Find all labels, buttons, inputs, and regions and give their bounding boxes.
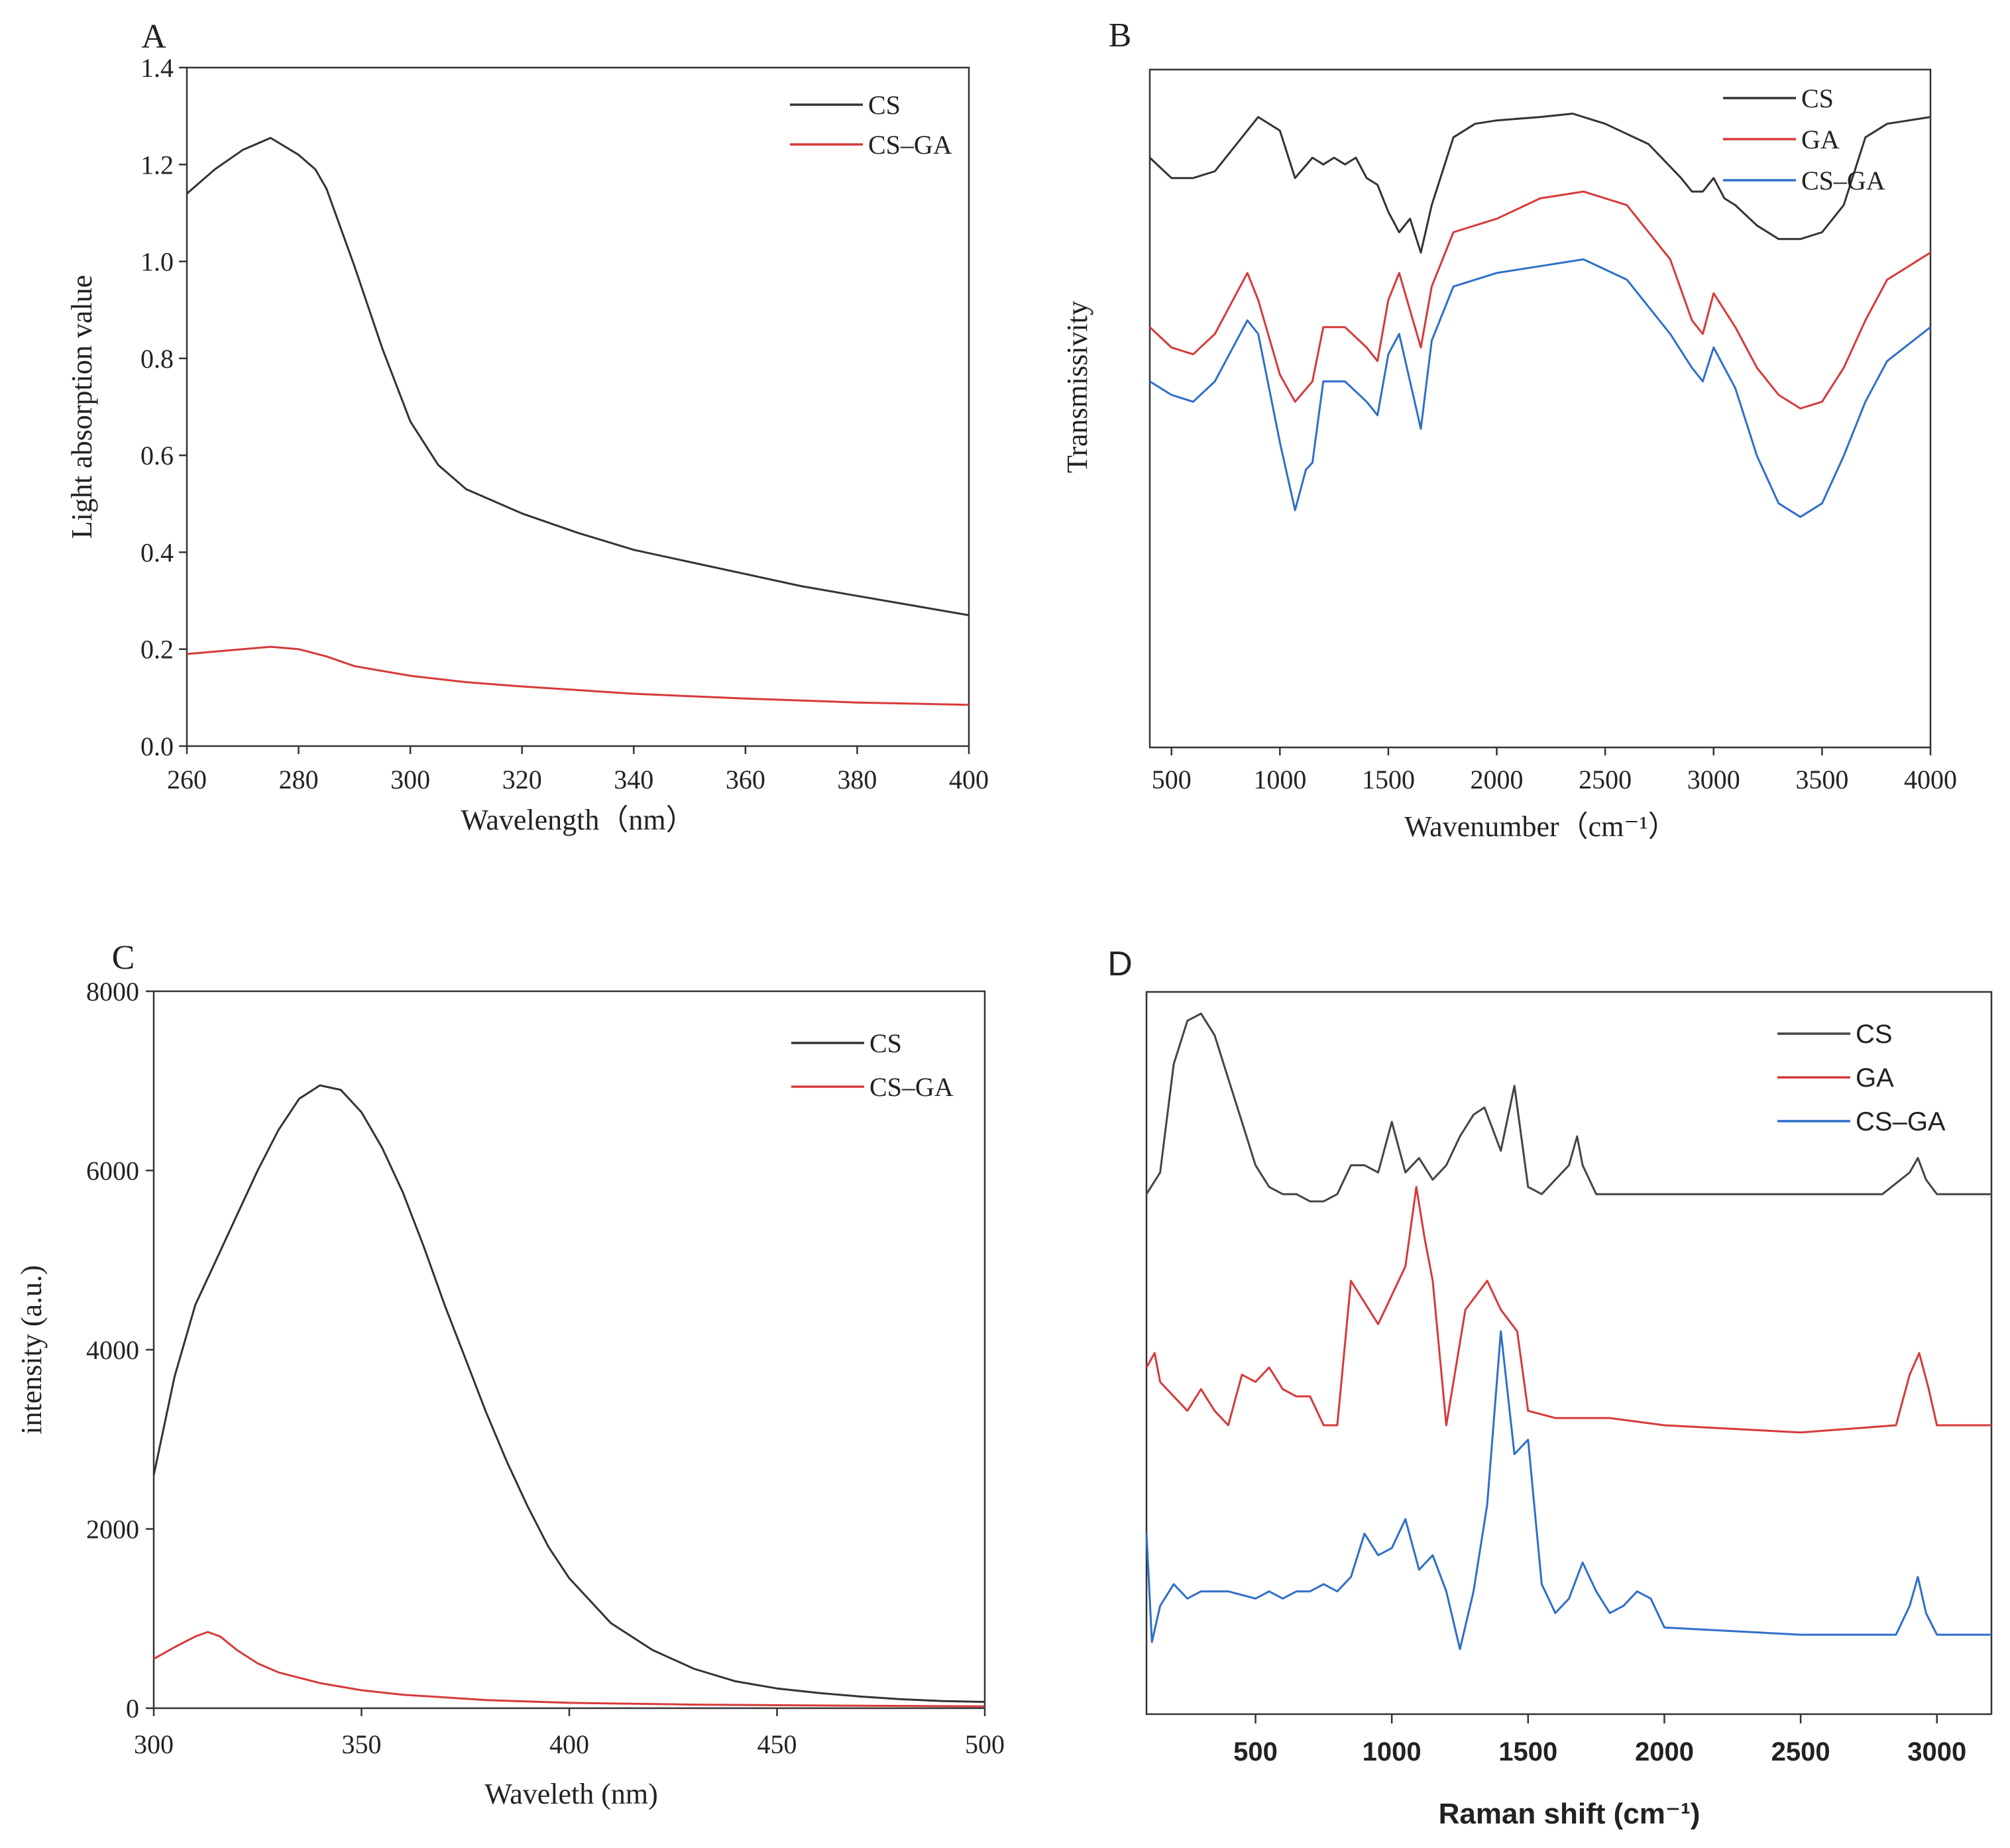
x-tick-label: 450 [757, 1729, 797, 1759]
legend-label: CS–GA [868, 130, 952, 160]
legend-label: CS–GA [1856, 1107, 1946, 1136]
y-tick-label: 6000 [86, 1156, 139, 1186]
x-tick-label: 1500 [1362, 765, 1415, 794]
series-line-cs [152, 1084, 985, 1703]
panel-letter: C [112, 939, 135, 977]
series-line-cs-ga [186, 645, 970, 706]
legend-label: CS [1801, 83, 1834, 113]
y-tick-label: 0.0 [140, 732, 174, 761]
chart-panel-a: A 260 280 300 320 340 360 380 400 0.0 0.2 0.4 0.6 0.8… [66, 18, 989, 836]
legend-label: CS–GA [1801, 166, 1885, 195]
x-tick-label: 280 [279, 765, 319, 794]
y-tick-label: 1.2 [140, 150, 174, 180]
x-tick-label: 380 [837, 765, 877, 794]
x-tick-label: 2500 [1579, 765, 1632, 794]
x-axis-label: Waveleth (nm) [484, 1778, 658, 1810]
chart-panel-d: D 500 1000 1500 2000 2500 3000 Raman shift (cm⁻… [1107, 945, 1993, 1830]
plot-frame [186, 66, 970, 747]
y-tick-label: 0.8 [140, 344, 174, 374]
series-line-cs-ga [153, 1631, 985, 1708]
y-axis-label: Light absorption value [66, 275, 98, 539]
legend-label: CS [869, 1028, 902, 1058]
x-tick-label: 340 [614, 765, 653, 794]
x-tick-label: 360 [726, 765, 765, 794]
panel-letter: B [1109, 17, 1132, 54]
x-tick-label: 4000 [1904, 765, 1957, 794]
x-tick-label: 320 [502, 765, 542, 794]
y-tick-label: 0.4 [140, 537, 174, 567]
x-tick-label: 3000 [1907, 1737, 1966, 1766]
y-axis-label: Transmissivity [1061, 301, 1093, 473]
x-tick-label: 400 [949, 765, 989, 794]
y-tick-label: 4000 [86, 1335, 139, 1365]
plot-frame [1148, 68, 1932, 749]
chart-panel-c: C 300 350 400 450 500 0 2000 4000 6000 8000 Wavelet… [15, 939, 1005, 1810]
x-tick-label: 1500 [1498, 1737, 1557, 1766]
series-line-cs-ga [1145, 1330, 1991, 1651]
x-tick-label: 3500 [1795, 765, 1848, 794]
x-axis-label: Raman shift (cm⁻¹) [1439, 1798, 1701, 1830]
series-line-cs-ga [1149, 258, 1931, 518]
series-line-ga [1148, 190, 1931, 409]
plot-frame [1145, 991, 1993, 1715]
x-tick-label: 2500 [1771, 1737, 1830, 1766]
series-line-cs [186, 136, 970, 616]
x-tick-label: 500 [1233, 1737, 1278, 1766]
series-line-cs [1145, 1012, 1991, 1203]
panel-letter: D [1107, 945, 1133, 983]
chart-panel-b: B 500 1000 1500 2000 2500 3000 3500 4000 Wavenumb… [1061, 17, 1957, 843]
x-tick-label: 500 [1152, 765, 1192, 794]
panel-letter: A [141, 18, 166, 56]
legend-label: GA [1856, 1063, 1894, 1093]
x-tick-label: 300 [390, 765, 430, 794]
legend-label: CS [1856, 1020, 1893, 1049]
x-axis-label: Wavelength（nm） [461, 804, 695, 836]
x-tick-label: 400 [549, 1729, 589, 1759]
y-tick-label: 0.2 [140, 635, 174, 665]
x-tick-label: 500 [965, 1729, 1005, 1759]
series-line-cs [1148, 113, 1931, 254]
x-tick-label: 300 [134, 1729, 174, 1759]
x-tick-label: 1000 [1253, 765, 1306, 794]
y-tick-label: 1.0 [140, 247, 174, 277]
x-tick-label: 2000 [1635, 1737, 1694, 1766]
x-tick-label: 350 [342, 1729, 382, 1759]
series-line-ga [1145, 1185, 1991, 1434]
x-tick-label: 1000 [1363, 1737, 1422, 1766]
legend-label: CS [868, 90, 901, 120]
x-tick-label: 2000 [1471, 765, 1524, 794]
x-axis-label: Wavenumber（cm⁻¹） [1404, 810, 1677, 843]
x-tick-label: 260 [167, 765, 207, 794]
legend-label: GA [1801, 125, 1840, 154]
y-tick-label: 0.6 [140, 441, 174, 470]
x-tick-label: 3000 [1687, 765, 1740, 794]
plot-frame [152, 990, 986, 1710]
y-tick-label: 0 [126, 1694, 139, 1723]
y-tick-label: 1.4 [140, 53, 174, 83]
legend-label: CS–GA [869, 1072, 954, 1102]
y-axis-label: intensity (a.u.) [15, 1265, 48, 1434]
y-tick-label: 8000 [86, 977, 139, 1006]
y-tick-label: 2000 [86, 1515, 139, 1545]
